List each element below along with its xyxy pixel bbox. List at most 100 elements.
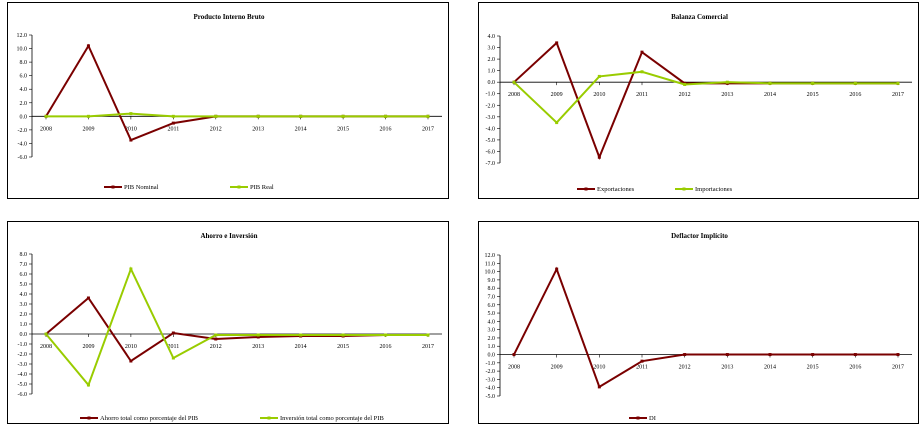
y-tick-label: 1.0	[488, 344, 496, 350]
data-point	[640, 70, 644, 74]
x-tick-label: 2010	[125, 126, 137, 132]
series-line	[513, 70, 898, 125]
legend-marker	[584, 187, 588, 191]
data-point	[768, 353, 772, 357]
y-tick-label: 8.0	[20, 60, 28, 66]
y-tick-label: 10.0	[17, 47, 28, 53]
y-tick-label: 0.0	[20, 332, 28, 338]
data-point	[129, 359, 133, 363]
series-line	[513, 266, 898, 389]
data-point	[640, 359, 644, 363]
legend-marker	[87, 416, 91, 420]
x-tick-label: 2011	[167, 344, 179, 350]
y-tick-label: -5.0	[486, 394, 496, 400]
data-point	[768, 81, 772, 85]
y-tick-label: 0.0	[20, 114, 28, 120]
series-line	[45, 266, 428, 387]
data-point	[896, 81, 900, 85]
data-point	[555, 121, 559, 125]
data-point	[512, 80, 516, 84]
y-tick-label: 7.0	[20, 262, 28, 268]
data-point	[44, 114, 48, 118]
x-tick-label: 2017	[422, 126, 434, 132]
x-tick-label: 2009	[551, 92, 563, 98]
x-tick-label: 2016	[380, 126, 392, 132]
legend-label: Importaciones	[695, 186, 733, 193]
x-tick-label: 2015	[337, 344, 349, 350]
chart-svg: Deflactor Implícito -5.0 -4.0 -3.0 -2.0 -1.0 0…	[485, 232, 912, 422]
y-tick-label: -1.0	[486, 92, 496, 98]
x-tick-label: 2016	[380, 344, 392, 350]
chart-title: Deflactor Implícito	[671, 232, 728, 240]
data-point	[341, 333, 345, 337]
legend-marker	[267, 416, 271, 420]
x-tick-label: 2017	[422, 344, 434, 350]
legend-marker	[682, 187, 686, 191]
data-point	[256, 335, 260, 339]
y-tick-label: 4.0	[20, 292, 28, 298]
series-line	[45, 43, 428, 142]
data-point	[896, 353, 900, 357]
series-line	[45, 296, 386, 363]
data-point	[341, 114, 345, 118]
x-tick-label: 2013	[721, 92, 733, 98]
data-point	[555, 41, 559, 45]
data-point	[853, 353, 857, 357]
data-point	[299, 114, 303, 118]
y-tick-label: 11.0	[485, 261, 495, 267]
y-tick-label: 9.0	[488, 278, 496, 284]
y-tick-label: 4.0	[488, 319, 496, 325]
data-point	[384, 114, 388, 118]
y-tick-label: 3.0	[488, 328, 496, 334]
y-tick-label: 12.0	[17, 33, 28, 39]
data-point	[214, 114, 218, 118]
x-tick-label: 2014	[764, 365, 776, 371]
y-tick-label: -2.0	[486, 369, 496, 375]
y-tick-label: 12.0	[485, 253, 496, 259]
data-point	[512, 353, 516, 357]
x-tick-label: 2013	[252, 344, 264, 350]
x-tick-label: 2009	[551, 365, 563, 371]
y-tick-label: 10.0	[485, 270, 496, 276]
x-tick-label: 2011	[167, 126, 179, 132]
x-tick-label: 2011	[636, 92, 648, 98]
data-point	[725, 80, 729, 84]
y-tick-label: 8.0	[488, 286, 496, 292]
y-tick-label: 6.0	[488, 303, 496, 309]
y-tick-label: 6.0	[20, 272, 28, 278]
y-tick-label: -3.0	[486, 115, 496, 121]
y-tick-label: 5.0	[20, 282, 28, 288]
x-tick-label: 2012	[679, 365, 691, 371]
legend-label: DI	[649, 415, 656, 422]
x-tick-label: 2012	[210, 126, 222, 132]
data-point	[256, 114, 260, 118]
x-tick-label: 2010	[593, 365, 605, 371]
y-tick-label: 6.0	[20, 74, 28, 80]
data-point	[811, 81, 815, 85]
y-tick-label: -6.0	[18, 392, 28, 398]
x-tick-label: 2008	[508, 92, 520, 98]
y-tick-label: -6.0	[18, 155, 28, 161]
data-point	[597, 155, 601, 159]
y-tick-label: -1.0	[486, 361, 496, 367]
y-tick-label: 4.0	[20, 87, 28, 93]
y-tick-label: 1.0	[488, 69, 496, 75]
data-point	[299, 333, 303, 337]
x-tick-label: 2015	[337, 126, 349, 132]
y-tick-label: 3.0	[20, 302, 28, 308]
x-tick-label: 2009	[82, 126, 94, 132]
x-tick-label: 2017	[892, 92, 904, 98]
x-tick-label: 2012	[210, 344, 222, 350]
chart-title: Ahorro e Inversión	[200, 232, 257, 240]
y-tick-label: -4.0	[18, 141, 28, 147]
data-point	[129, 138, 133, 142]
data-point	[129, 267, 133, 271]
y-tick-label: -4.0	[486, 126, 496, 132]
data-point	[256, 333, 260, 337]
y-tick-label: -6.0	[486, 149, 496, 155]
data-point	[86, 114, 90, 118]
x-tick-label: 2016	[849, 365, 861, 371]
x-tick-label: 2008	[40, 344, 52, 350]
y-tick-label: 8.0	[20, 252, 28, 258]
y-tick-label: -4.0	[18, 372, 28, 378]
